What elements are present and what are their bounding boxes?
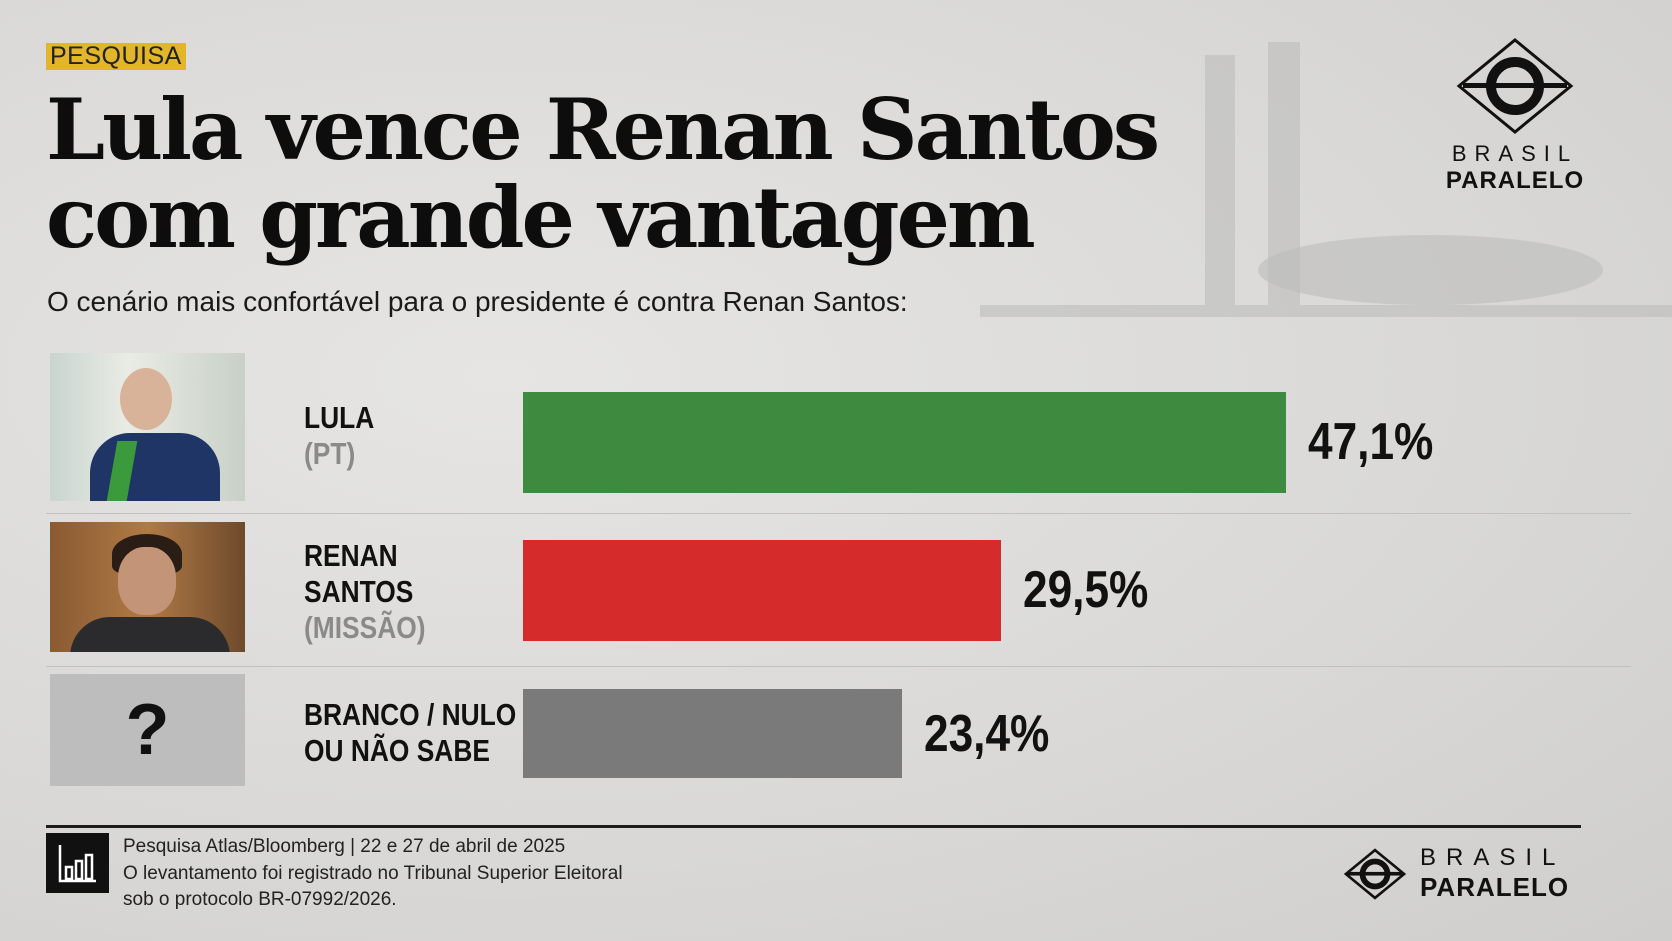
- logo-text-brasil: BRASIL: [1420, 844, 1566, 871]
- congress-dome: [1258, 235, 1603, 305]
- subtitle: O cenário mais confortável para o presid…: [47, 286, 908, 317]
- category-tag: PESQUISA: [46, 43, 186, 70]
- bar-branco-nulo: [523, 689, 903, 778]
- footer-registration: O levantamento foi registrado no Tribuna…: [123, 863, 623, 884]
- label-renan: RENAN SANTOS (MISSÃO): [304, 538, 426, 645]
- logo-text-brasil: BRASIL: [1451, 141, 1579, 166]
- value-label-renan: 29,5%: [1022, 561, 1149, 619]
- bar-renan: [523, 540, 1001, 641]
- footer-source: Pesquisa Atlas/Bloomberg | 22 e 27 de ab…: [123, 836, 566, 857]
- renan-photo: [50, 522, 245, 652]
- footer-protocol: sob o protocolo BR-07992/2026.: [123, 889, 397, 910]
- bar-lula: [523, 392, 1287, 493]
- value-label-lula: 47,1%: [1308, 413, 1434, 471]
- label-branco-nulo: BRANCO / NULO OU NÃO SABE: [304, 697, 517, 768]
- brasil-paralelo-emblem-icon: [1343, 847, 1407, 900]
- value-label-branco-nulo: 23,4%: [924, 705, 1050, 763]
- row-divider: [46, 513, 1631, 514]
- footer-divider: [46, 825, 1581, 828]
- bar-chart-icon: [46, 833, 109, 893]
- congress-platform: [980, 305, 1672, 317]
- page-title: Lula vence Renan Santos com grande vanta…: [46, 80, 1160, 267]
- brand-logo-top: BRASIL PARALELO: [1445, 36, 1585, 195]
- brand-logo-footer: BRASIL PARALELO: [1342, 844, 1569, 903]
- title-line-1: Lula vence Renan Santos: [46, 80, 1160, 179]
- label-lula: LULA (PT): [304, 400, 375, 471]
- congress-tower-left: [1205, 55, 1235, 305]
- question-mark-box: ?: [50, 674, 245, 786]
- question-mark-icon: ?: [125, 690, 170, 770]
- row-divider: [46, 666, 1631, 667]
- logo-text-paralelo: PARALELO: [1445, 167, 1585, 194]
- logo-text-paralelo: PARALELO: [1420, 872, 1570, 902]
- title-line-2: com grande vantagem: [46, 168, 1036, 267]
- lula-photo: [50, 353, 245, 501]
- brasil-paralelo-emblem-icon: [1456, 38, 1574, 134]
